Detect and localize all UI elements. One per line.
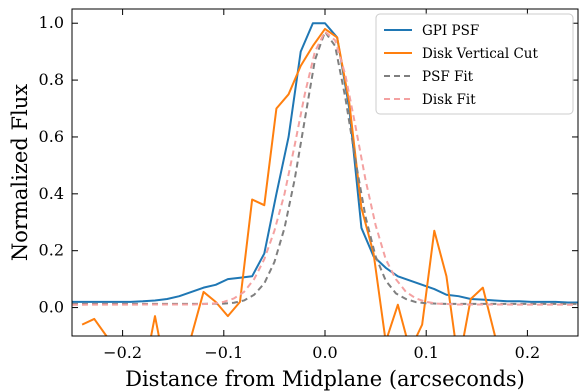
legend-label: Disk Fit xyxy=(422,92,476,108)
y-axis-label: Normalized Flux xyxy=(8,84,32,261)
legend: GPI PSF Disk Vertical Cut PSF Fit Disk Fit xyxy=(375,13,574,115)
series-layer xyxy=(72,22,578,336)
x-tick-label: 0.0 xyxy=(312,343,337,362)
series-line-3 xyxy=(72,30,578,306)
legend-box xyxy=(375,13,574,115)
y-tick-label: 0.0 xyxy=(39,298,64,317)
legend-label: PSF Fit xyxy=(422,69,474,85)
axes-layer: −0.2 −0.1 0.0 0.1 0.2 0.0 0.2 0.4 0.6 0.8 1.0 xyxy=(39,8,579,362)
legend-label: GPI PSF xyxy=(422,23,479,39)
y-tick-label: 0.6 xyxy=(39,127,64,146)
x-tick-label: −0.2 xyxy=(103,343,142,362)
x-tick-label: 0.2 xyxy=(515,343,540,362)
y-tick-label: 1.0 xyxy=(39,13,64,32)
y-tick-label: 0.4 xyxy=(39,184,64,203)
x-axis-label: Distance from Midplane (arcseconds) xyxy=(125,367,525,391)
y-tick-label: 0.8 xyxy=(39,70,64,89)
series-line-0 xyxy=(72,22,578,304)
x-tick-label: 0.1 xyxy=(413,343,438,362)
x-tick-label: −0.1 xyxy=(204,343,243,362)
legend-label: Disk Vertical Cut xyxy=(422,46,538,62)
series-line-2 xyxy=(72,30,578,305)
y-tick-label: 0.2 xyxy=(39,241,64,260)
series-line-1 xyxy=(81,27,497,336)
